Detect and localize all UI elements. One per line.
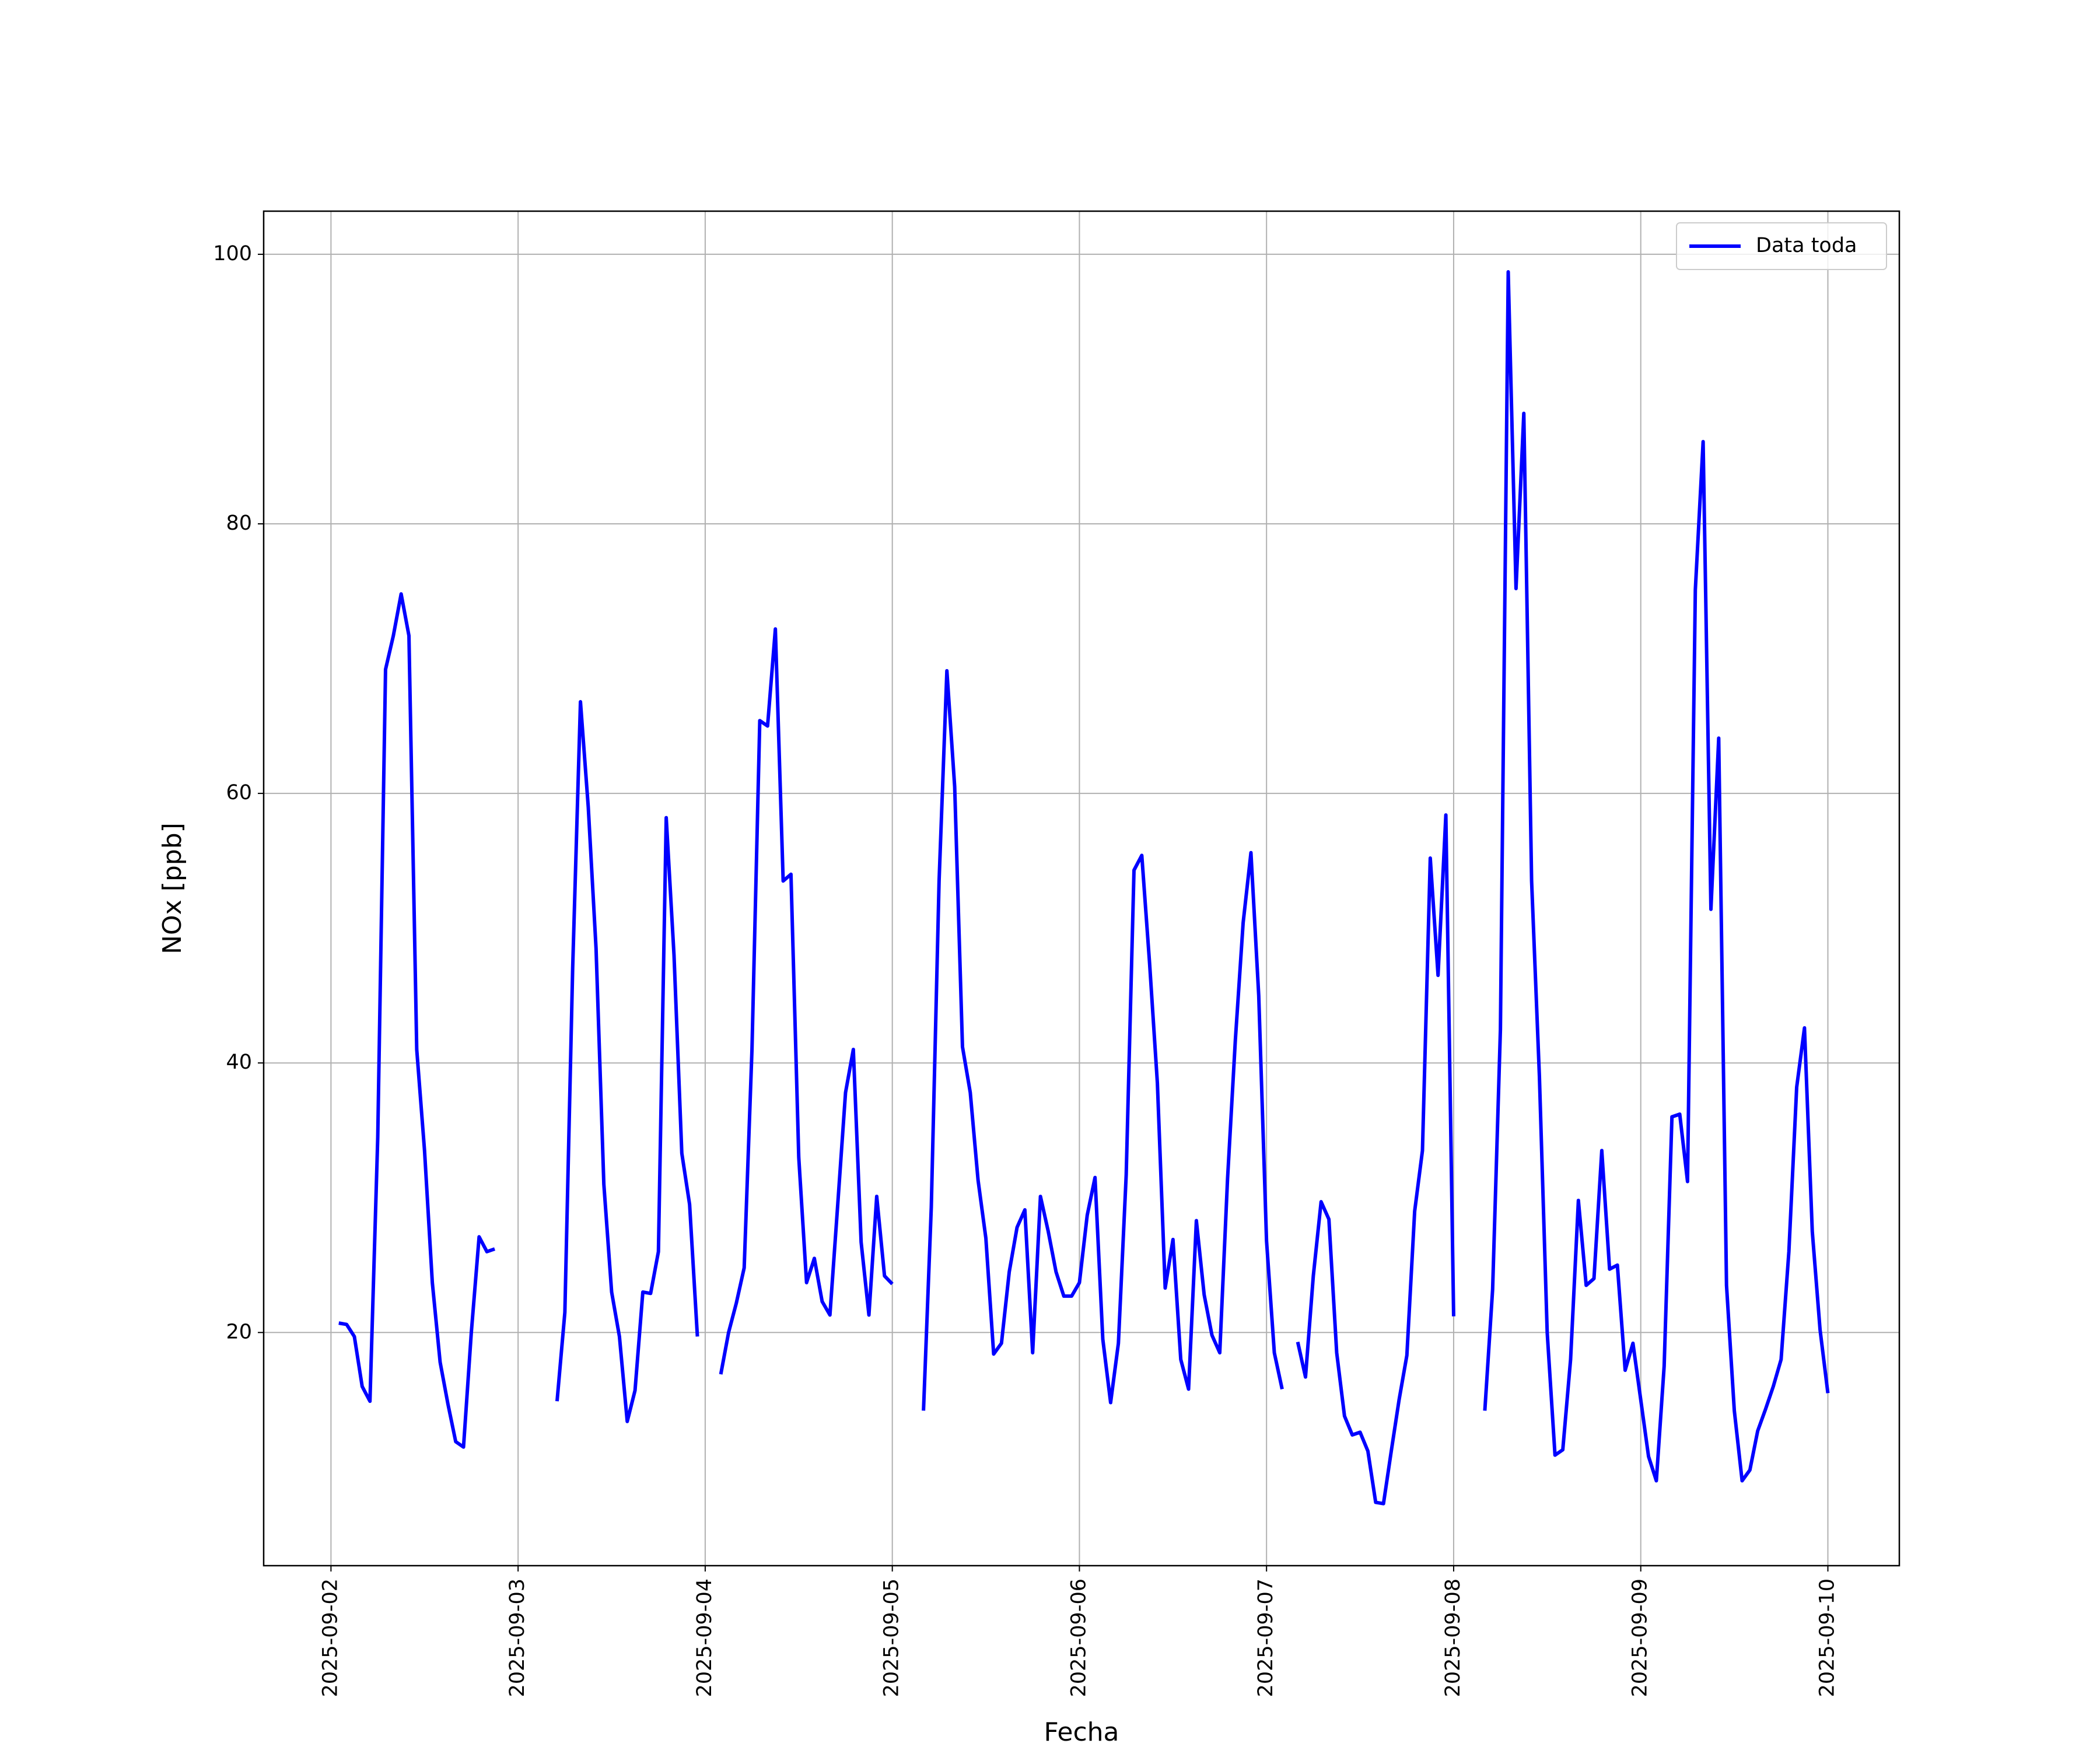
grid [264, 211, 1899, 1566]
x-tick-label: 2025-09-04 [693, 1578, 716, 1697]
legend-label: Data toda [1756, 234, 1857, 257]
x-tick-label: 2025-09-03 [506, 1578, 529, 1697]
legend: Data toda [1676, 222, 1887, 270]
plot-frame [262, 210, 1901, 1567]
x-tick-label: 2025-09-02 [318, 1578, 342, 1697]
plot [338, 270, 1830, 1506]
y-axis-label: NOx [ppb] [158, 822, 187, 954]
y-tick-label: 40 [226, 1051, 252, 1074]
y-tick-label: 20 [226, 1320, 252, 1343]
x-tick-label: 2025-09-07 [1254, 1578, 1278, 1697]
x-tick-label: 2025-09-08 [1441, 1578, 1465, 1697]
x-tick-label: 2025-09-10 [1815, 1578, 1839, 1697]
x-axis-label: Fecha [1044, 1717, 1119, 1747]
axes: 20 40 60 80 100 2025-09-02 2025-09-03 2025-09-0… [213, 242, 1839, 1697]
y-tick-label: 80 [226, 512, 252, 535]
x-tick-label: 2025-09-09 [1629, 1578, 1652, 1697]
legend-box [1676, 222, 1887, 270]
y-tick-label: 100 [213, 242, 252, 265]
x-tick-label: 2025-09-06 [1067, 1578, 1090, 1697]
y-tick-label: 60 [226, 781, 252, 804]
x-tick-label: 2025-09-05 [880, 1578, 904, 1697]
data-line [338, 270, 1830, 1506]
